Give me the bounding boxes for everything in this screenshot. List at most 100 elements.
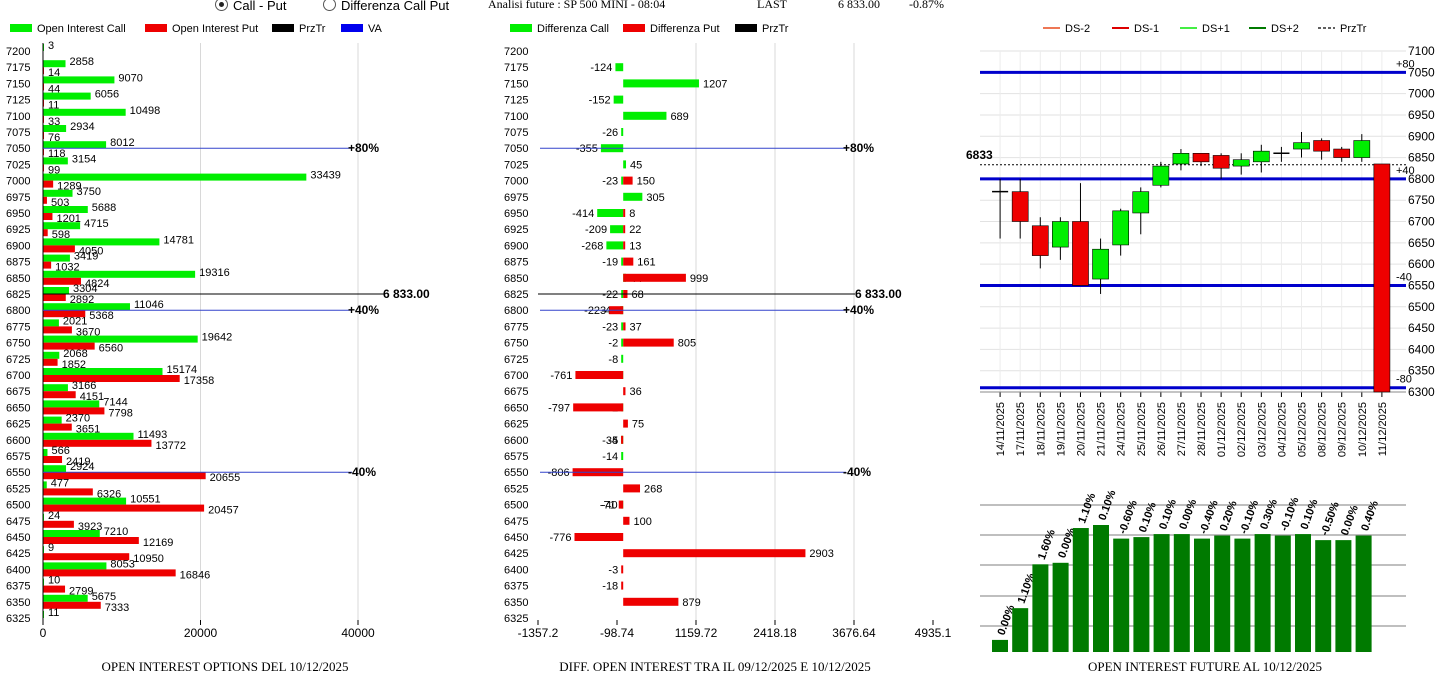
- chart2-diff-bar: [623, 176, 633, 185]
- chart1-call-bar: [43, 303, 130, 311]
- chart1-put-bar: [43, 407, 105, 415]
- chart1-strike-label: 6700: [6, 370, 30, 382]
- chart2-strike-label: 7175: [504, 62, 528, 74]
- chart2-diff-value: 999: [690, 273, 708, 285]
- chart2-strike-label: 6825: [504, 289, 528, 301]
- chart3-candle-body: [1353, 140, 1371, 158]
- chart2-diff-value: -806: [548, 467, 570, 479]
- chart1-put-bar: [43, 310, 86, 318]
- chart1-call-bar: [43, 319, 59, 327]
- chart2-diff-value: -23: [602, 176, 618, 188]
- radio-call-put[interactable]: Call - Put: [215, 0, 286, 13]
- chart1-call-value: 3154: [72, 153, 96, 165]
- chart1-strike-label: 6600: [6, 435, 30, 447]
- chart1-put-bar: [43, 358, 58, 366]
- chart1-call-bar: [43, 125, 67, 132]
- chart2-diff-value: 22: [629, 224, 641, 236]
- chart1-call-bar: [43, 594, 88, 602]
- chart2-diff-value: -26: [602, 127, 618, 139]
- chart1-put-value: 503: [51, 197, 69, 209]
- chart1-call-value: 8053: [110, 558, 134, 570]
- chart3-candle-body: [1293, 142, 1310, 150]
- chart1-strike-label: 6450: [6, 532, 30, 544]
- chart2-diff-bar: [623, 322, 626, 331]
- chart1-call-value: 10498: [130, 105, 161, 117]
- chart2-strike-label: 6775: [504, 321, 528, 333]
- chart3-candle-body: [1132, 191, 1150, 214]
- chart4-bar-label: -0.40%: [1198, 499, 1221, 536]
- chart2-strike-label: 6750: [504, 338, 528, 350]
- chart2-diff-value: 13: [629, 240, 641, 252]
- chart1-strike-label: 6850: [6, 273, 30, 285]
- chart1-strike-label: 6750: [6, 338, 30, 350]
- chart4-bar: [1032, 564, 1049, 652]
- chart2-strike-label: 6575: [504, 451, 528, 463]
- chart1-call-bar: [43, 384, 68, 392]
- chart2-diff-value: -34: [602, 435, 618, 447]
- chart2-x-tick-label: 4935.1: [915, 626, 952, 640]
- chart1-strike-label: 6800: [6, 305, 30, 317]
- chart3-x-tick-label: 20/11/2025: [1075, 402, 1087, 456]
- chart3-level-label: -40: [1396, 271, 1412, 283]
- chart1-put-bar: [43, 601, 101, 609]
- chart3-candle-body: [1252, 150, 1270, 163]
- chart1-call-value: 2858: [70, 56, 94, 68]
- chart3-legend-label: DS+2: [1271, 23, 1299, 35]
- chart1-call-bar: [43, 254, 70, 262]
- chart1-put-value: 598: [52, 229, 70, 241]
- chart1-put-bar: [43, 569, 176, 577]
- chart1-strike-label: 6425: [6, 548, 30, 560]
- radio-selected-icon[interactable]: [215, 0, 228, 11]
- chart1-put-value: 6560: [99, 343, 123, 355]
- radio-diff-call-put[interactable]: Differenza Call Put: [323, 0, 449, 13]
- last-label: LAST: [757, 0, 787, 11]
- chart1-put-bar: [43, 180, 54, 188]
- chart2-diff-bar: [623, 387, 626, 396]
- chart4-bar-label: 0.00%: [1177, 497, 1199, 531]
- chart1-strike-label: 7175: [6, 62, 30, 74]
- chart1-call-value: 9: [48, 542, 54, 554]
- chart1-strike-label: 6975: [6, 192, 30, 204]
- chart1-put-value: 13772: [155, 440, 186, 452]
- chart3-level-label: +40: [1396, 165, 1415, 177]
- chart2-diff-value: -776: [549, 532, 571, 544]
- chart4-bar: [1214, 535, 1231, 652]
- radio-unselected-icon[interactable]: [323, 0, 336, 11]
- chart1-call-bar: [43, 368, 163, 375]
- chart2-diff-bar: [621, 176, 624, 185]
- chart2-diff-bar: [623, 241, 626, 250]
- chart3-x-tick-label: 01/12/2025: [1216, 402, 1228, 457]
- chart2-diff-value: -19: [602, 257, 618, 269]
- chart2-x-tick-label: 3676.64: [832, 626, 876, 640]
- chart2-legend-swatch: [735, 24, 757, 32]
- chart3-candle-body: [1333, 148, 1351, 158]
- last-change: -0.87%: [909, 0, 944, 11]
- chart1-put-bar: [43, 261, 52, 269]
- chart1-level-label: -40%: [348, 465, 376, 479]
- chart1-x-tick-label: 40000: [341, 626, 375, 640]
- chart2-diff-value: -268: [581, 240, 603, 252]
- chart2-strike-label: 6800: [504, 305, 528, 317]
- chart1-call-value: 10: [48, 575, 60, 587]
- chart4-bar-label: 0.30%: [1258, 497, 1280, 531]
- chart2-diff-value: -5: [608, 435, 618, 447]
- chart1-call-bar: [43, 76, 115, 84]
- chart3-candle-body: [1192, 153, 1210, 163]
- chart2-level-label: -40%: [843, 465, 871, 479]
- chart3-y-tick-label: 6450: [1408, 321, 1435, 335]
- chart4-bar: [1295, 534, 1311, 652]
- chart1-legend-label: VA: [368, 23, 383, 35]
- chart2-strike-label: 6975: [504, 192, 528, 204]
- chart2-diff-bar: [574, 533, 624, 541]
- chart1-put-bar: [43, 342, 95, 350]
- chart3-candle-body: [1313, 140, 1330, 152]
- chart2-diff-value: -414: [572, 208, 594, 220]
- chart2-diff-bar: [597, 209, 624, 217]
- chart4-bar: [1234, 538, 1251, 652]
- chart1-call-value: 33439: [310, 170, 341, 182]
- chart1-put-value: 12169: [143, 537, 174, 549]
- chart1-call-value: 6056: [95, 89, 119, 101]
- chart1-put-value: 99: [48, 164, 60, 176]
- chart1-put-value: 7798: [108, 407, 132, 419]
- chart1-strike-label: 6350: [6, 597, 30, 609]
